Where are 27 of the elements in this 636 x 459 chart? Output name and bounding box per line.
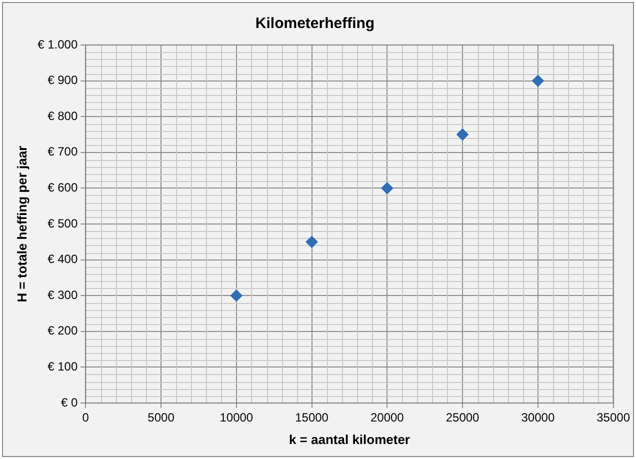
point (532, 74, 544, 87)
y-tick-label: € 1.000 (38, 37, 78, 52)
x-tick-label: 5000 (148, 410, 175, 425)
point (230, 290, 242, 302)
point (381, 182, 394, 194)
x-tick-label: 15000 (295, 410, 329, 425)
y-tick-label: € 500 (48, 216, 78, 230)
point (456, 128, 469, 140)
y-tick-label: € 800 (48, 108, 78, 123)
y-tick-label: € 600 (48, 180, 78, 195)
x-tick-label: 35000 (596, 410, 630, 425)
y-tick-label: € 400 (48, 252, 78, 266)
x-tick-label: 20000 (370, 410, 404, 425)
x-tick-label: 0 (82, 410, 90, 425)
y-tick-label: € 200 (48, 324, 78, 338)
y-tick-label: € 300 (48, 288, 78, 302)
y-tick-label: € 0 (60, 395, 78, 410)
y-tick-label: € 700 (48, 144, 78, 159)
y-tick-label: € 900 (48, 73, 78, 88)
chart-title: Kilometerheffing (255, 15, 375, 32)
x-tick-label: 10000 (220, 410, 254, 425)
point (306, 236, 318, 248)
y-axis-title: H = totale heffing per jaar (14, 146, 30, 302)
x-axis-title: k = aantal kilometer (288, 432, 410, 447)
y-tick-label: € 100 (48, 360, 78, 374)
x-tick-label: 25000 (446, 410, 480, 425)
x-tick-label: 30000 (521, 410, 555, 425)
